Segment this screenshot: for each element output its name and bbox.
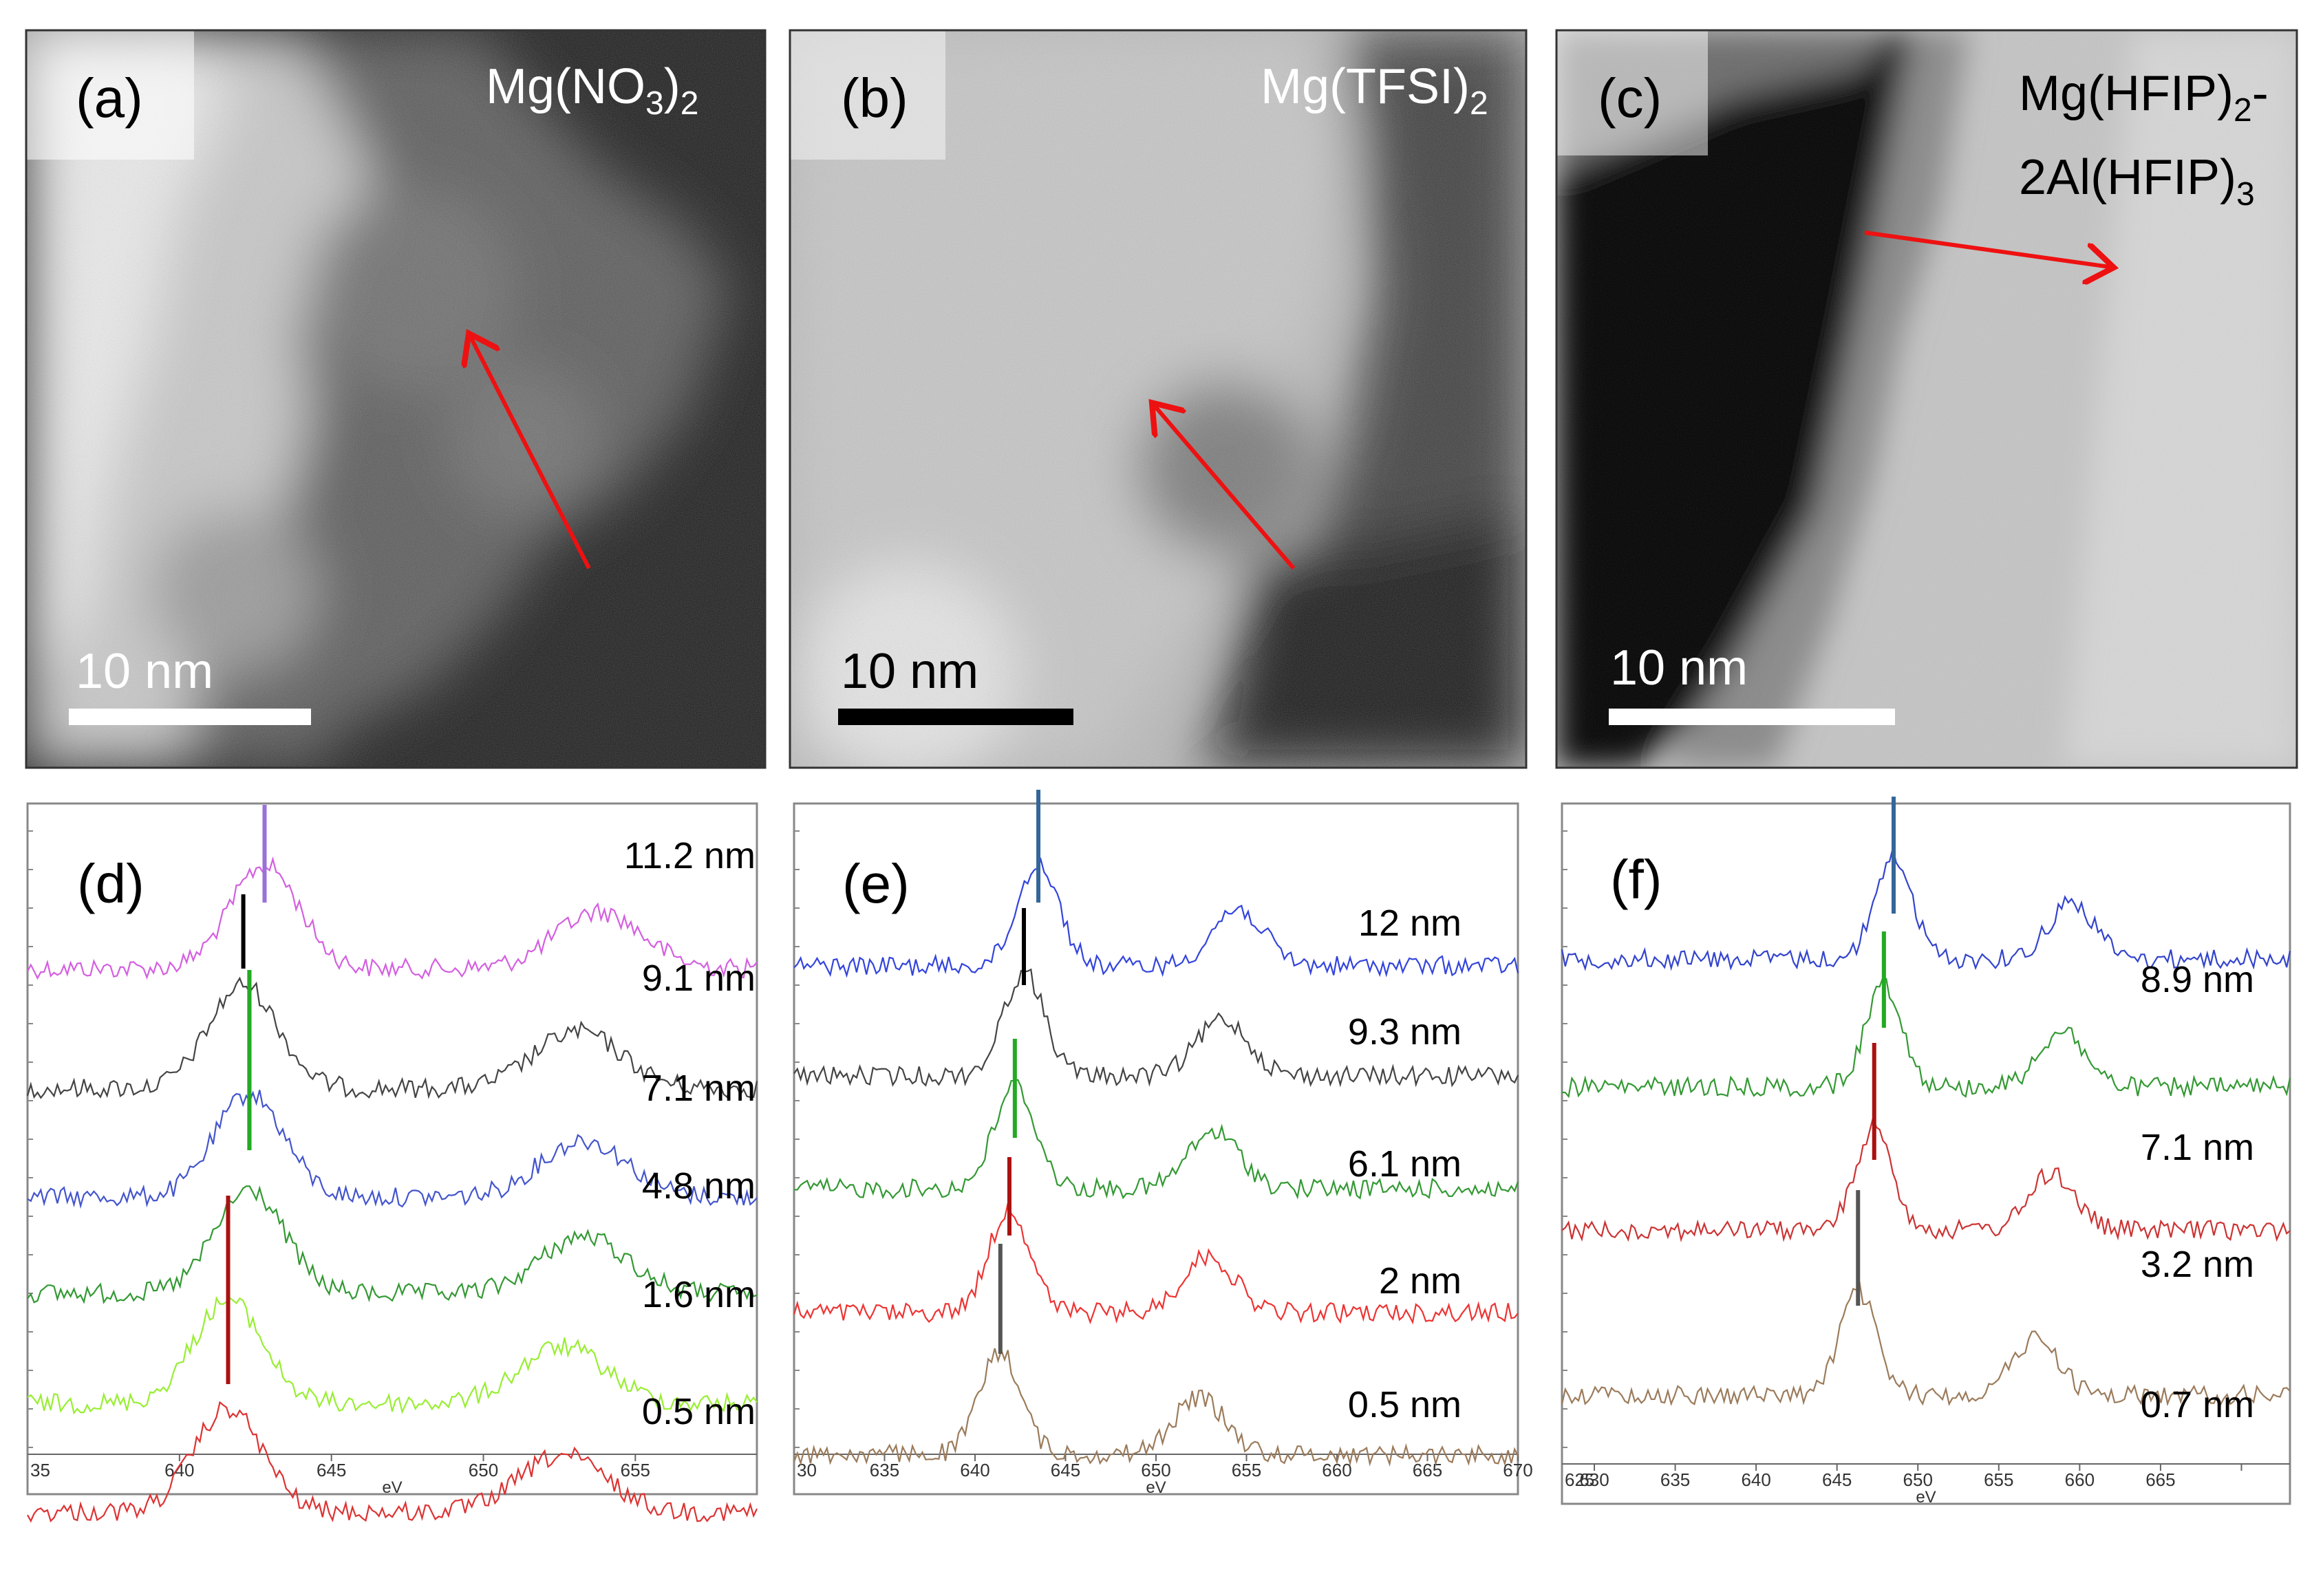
- image-title-a: Mg(NO3)2: [486, 59, 698, 122]
- scale-text-c: 10 nm: [1610, 640, 1748, 695]
- x-tick-label: 655: [1984, 1469, 2013, 1490]
- trace-label: 7.1 nm: [642, 1068, 756, 1109]
- trace-label: 2 nm: [1379, 1260, 1462, 1302]
- spectrum-line: [793, 1203, 1519, 1325]
- x-tick-label: 655: [1232, 1460, 1261, 1480]
- spectrum-line: [1561, 1281, 2291, 1407]
- image-title-c-line1: Mg(HFIP)2-: [2019, 66, 2269, 129]
- spectrum-line: [793, 1348, 1519, 1467]
- tem-image-c: (c) Mg(HFIP)2- 2Al(HFIP)3 10 nm: [1556, 30, 2297, 768]
- x-tick-label: 645: [1822, 1469, 1852, 1490]
- trace-label: 3.2 nm: [2141, 1244, 2254, 1285]
- image-title-b: Mg(TFSI)2: [1261, 59, 1488, 122]
- x-tick-label: 650: [1141, 1460, 1170, 1480]
- x-tick-label: 640: [1741, 1469, 1770, 1490]
- spectrum-line: [793, 968, 1519, 1088]
- scale-bar-a: [69, 709, 311, 725]
- tem-image-b: (b) Mg(TFSI)2 10 nm: [790, 30, 1526, 768]
- image-title-c-line2: 2Al(HFIP)3: [2019, 150, 2255, 213]
- trace-label: 12 nm: [1358, 903, 1462, 944]
- x-tick-label: 650: [1903, 1469, 1933, 1490]
- x-tick-label: 665: [2145, 1469, 2175, 1490]
- spectrum-panel-d: 35 640 645 650 655 eV (d) 11.2 nm 9.1 nm 7.1 nm 4.…: [26, 802, 758, 1523]
- label-box-b: [790, 30, 945, 160]
- image-label-b: (b): [841, 67, 908, 129]
- x-axis-title: eV: [1916, 1488, 1936, 1507]
- spectrum-line: [793, 1079, 1519, 1200]
- x-tick-label: 645: [317, 1460, 346, 1480]
- label-box-a: [26, 30, 194, 160]
- x-tick-label: 635: [870, 1460, 899, 1480]
- spectrum-line: [1561, 1115, 2291, 1242]
- trace-label: 4.8 nm: [642, 1165, 756, 1207]
- spectrum-line: [793, 856, 1519, 978]
- trace-label: 0.5 nm: [1348, 1384, 1462, 1425]
- plot-frame: [793, 802, 1519, 1496]
- plot-frame: [26, 802, 758, 1496]
- x-tick-label: 35: [30, 1460, 50, 1480]
- panel-label: (d): [77, 853, 144, 914]
- arrow-b: [1155, 406, 1296, 570]
- x-axis-title: eV: [382, 1478, 402, 1497]
- x-tick-label: 640: [164, 1460, 194, 1480]
- panel-label: (e): [842, 853, 910, 914]
- spectra-panels: 35 640 645 650 655 eV (d) 11.2 nm 9.1 nm 7.1 nm 4.…: [26, 790, 2291, 1523]
- x-tick-label: 665: [1413, 1460, 1442, 1480]
- x-tick-label: 660: [2065, 1469, 2095, 1490]
- spectrum-line: [1561, 976, 2291, 1099]
- arrow-a: [471, 337, 591, 570]
- x-tick-label: 655: [621, 1460, 650, 1480]
- x-tick-label: 625: [1565, 1469, 1594, 1490]
- spectrum-line: [1561, 848, 2291, 971]
- x-tick-label: 645: [1051, 1460, 1080, 1480]
- spectrum-line: [27, 856, 758, 980]
- plot-frame: [1561, 802, 2291, 1505]
- arrow-c: [1864, 230, 2110, 267]
- trace-label: 0.7 nm: [2141, 1384, 2254, 1425]
- trace-label: 9.1 nm: [642, 958, 756, 999]
- image-label-c: (c): [1598, 67, 1662, 129]
- x-tick-label: 670: [1503, 1460, 1532, 1480]
- spectrum-line: [27, 1090, 758, 1209]
- trace-label: 7.1 nm: [2141, 1127, 2254, 1168]
- x-tick-label: 630: [1579, 1469, 1609, 1490]
- scale-text-a: 10 nm: [76, 644, 213, 699]
- spectrum-line: [27, 1185, 758, 1304]
- x-tick-label: 650: [469, 1460, 498, 1480]
- trace-label: 9.3 nm: [1348, 1011, 1462, 1053]
- x-tick-label: 635: [1660, 1469, 1690, 1490]
- spectrum-line: [27, 1295, 758, 1415]
- x-tick-label: 640: [960, 1460, 989, 1480]
- spectrum-line: [26, 976, 758, 1099]
- image-label-a: (a): [76, 67, 143, 129]
- trace-label: 0.5 nm: [642, 1391, 756, 1432]
- spectrum-line: [27, 1401, 758, 1523]
- panel-label: (f): [1610, 849, 1662, 910]
- trace-label: 1.6 nm: [642, 1274, 756, 1315]
- scale-text-b: 10 nm: [841, 644, 978, 699]
- trace-label: 6.1 nm: [1348, 1143, 1462, 1185]
- x-tick-label: 30: [797, 1460, 817, 1480]
- x-axis-title: eV: [1146, 1478, 1166, 1497]
- tem-image-a: (a) Mg(NO3)2 10 nm: [26, 30, 765, 768]
- label-box-c: [1556, 30, 1708, 155]
- trace-label: 11.2 nm: [624, 835, 756, 876]
- scale-bar-c: [1609, 709, 1895, 725]
- scale-bar-b: [838, 709, 1073, 725]
- trace-label: 8.9 nm: [2141, 959, 2254, 1000]
